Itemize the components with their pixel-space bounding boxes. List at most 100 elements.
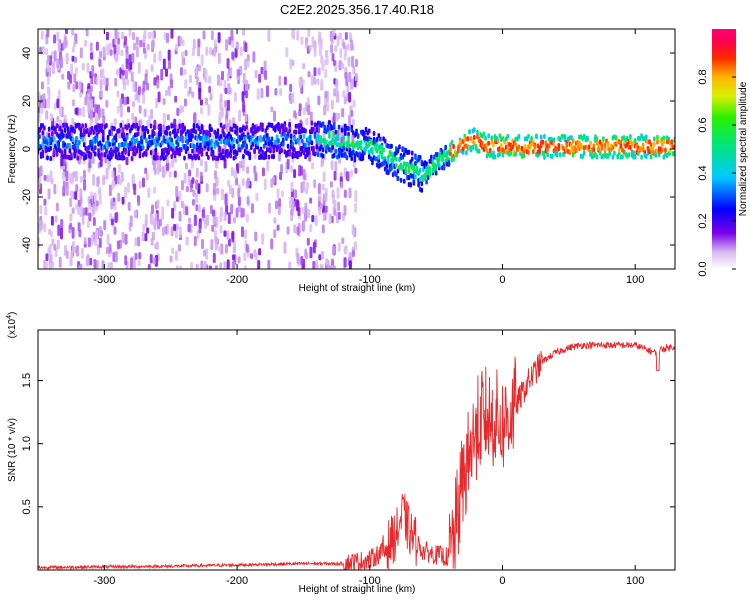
spectrogram-ridge-cell (105, 148, 108, 154)
spectrogram-ridge-cell (309, 134, 312, 140)
spectrogram-noise-cell (57, 42, 61, 53)
spectrogram-noise-cell (79, 175, 83, 183)
spectrogram-noise-cell (45, 48, 49, 56)
spectrogram-noise-cell (134, 116, 138, 124)
spectrogram-ridge-cell (471, 144, 475, 150)
spectrogram-noise-cell (200, 54, 204, 66)
spectrogram-ridge-cell (127, 123, 131, 129)
spectrogram-noise-cell (317, 67, 321, 76)
spectrogram-ridge-cell (89, 151, 92, 157)
spectrogram-noise-cell (65, 52, 69, 65)
spectrogram-noise-cell (330, 44, 334, 54)
spectrogram-ridge-cell (592, 143, 596, 149)
spectrogram-ridge-cell (47, 126, 51, 132)
spectrogram-noise-cell (252, 51, 256, 63)
spectrogram-noise-cell (69, 213, 73, 222)
spectrogram-ridge-cell (664, 147, 667, 153)
spectrogram-noise-cell (148, 115, 152, 126)
spectrogram-ridge-cell (216, 128, 220, 134)
spectrogram-noise-cell (188, 86, 192, 95)
spectrogram-ridge-cell (195, 142, 199, 148)
spectrogram-noise-cell (324, 69, 328, 79)
spectrogram-ridge-cell (498, 133, 502, 139)
spectrogram-noise-cell (233, 241, 237, 249)
spectrogram-ridge-cell (586, 135, 589, 141)
spectrogram-ridge-cell (359, 145, 363, 151)
spectrogram-noise-cell (224, 263, 228, 269)
spectrogram-noise-cell (242, 29, 246, 36)
spectrogram-noise-cell (306, 208, 310, 219)
spectrogram-noise-cell (87, 101, 91, 114)
spectrogram-noise-cell (50, 178, 54, 185)
spectrogram-noise-cell (223, 230, 227, 237)
spectrogram-ridge-cell (108, 129, 111, 135)
spectrogram-ridge-cell (302, 133, 306, 139)
spectrogram-noise-cell (341, 237, 345, 244)
spectrogram-noise-cell (47, 188, 51, 200)
spectrogram-noise-cell (261, 233, 265, 245)
spectrogram-noise-cell (175, 265, 179, 269)
spectrogram-noise-cell (242, 164, 246, 172)
spectrogram-ridge-cell (277, 138, 280, 144)
spectrogram-noise-cell (49, 253, 53, 264)
spectrogram-noise-cell (241, 178, 245, 186)
spectrogram-noise-cell (133, 210, 137, 219)
spectrogram-noise-cell (127, 201, 131, 211)
spectrogram-noise-cell (132, 32, 136, 41)
spectrogram-ridge-cell (207, 155, 210, 161)
spectrogram-noise-cell (348, 91, 352, 103)
spectrogram-noise-cell (272, 176, 276, 184)
spectrogram-noise-cell (210, 30, 214, 41)
spectrogram-noise-cell (243, 252, 247, 262)
snr-x-tick-label: -100 (359, 575, 381, 587)
spectrogram-noise-cell (115, 211, 119, 222)
spectrogram-noise-cell (149, 253, 153, 264)
spectrogram-ridge-cell (275, 134, 279, 140)
spectrogram-noise-cell (150, 215, 154, 226)
spectrogram-noise-cell (43, 174, 47, 181)
spectrogram-noise-cell (142, 47, 146, 54)
spectrogram-noise-cell (329, 181, 333, 188)
spectrogram-noise-cell (218, 111, 222, 121)
spectrogram-noise-cell (74, 67, 78, 74)
spectrogram-noise-cell (121, 196, 125, 205)
spectrogram-ridge-cell (328, 131, 331, 137)
spectrogram-noise-cell (81, 213, 85, 225)
spectrogram-ridge-cell (442, 165, 446, 171)
spectrogram-y-tick-label: 0 (21, 146, 33, 152)
spectrogram-ridge-cell (261, 126, 264, 132)
spectrogram-ridge-cell (82, 142, 86, 148)
snr-x-label: Height of straight line (km) (299, 584, 416, 595)
spectrogram-ridge-cell (262, 143, 266, 149)
spectrogram-noise-cell (192, 198, 196, 206)
spectrogram-noise-cell (312, 76, 316, 85)
spectrogram-ridge-cell (154, 147, 158, 153)
spectrogram-ridge-cell (178, 151, 182, 157)
spectrogram-ridge-cell (649, 142, 653, 148)
snr-frame (37, 329, 676, 571)
spectrogram-ridge-cell (291, 141, 295, 147)
spectrogram-ridge-cell (114, 133, 118, 139)
spectrogram-ridge-cell (106, 134, 110, 140)
spectrogram-noise-cell (341, 63, 345, 70)
spectrogram-noise-cell (156, 79, 160, 89)
spectrogram-noise-cell (283, 241, 287, 254)
spectrogram-noise-cell (56, 98, 60, 109)
spectrogram-ridge-cell (232, 137, 236, 143)
spectrogram-noise-cell (56, 115, 60, 123)
spectrogram-noise-cell (101, 108, 105, 118)
spectrogram-noise-cell (332, 59, 336, 67)
spectrogram-ridge-cell (547, 143, 551, 149)
spectrogram-ridge-cell (159, 123, 162, 129)
spectrogram-noise-cell (179, 36, 183, 45)
spectrogram-ridge-cell (543, 154, 546, 160)
spectrogram-noise-cell (98, 189, 102, 199)
spectrogram-noise-cell (209, 93, 213, 101)
spectrogram-noise-cell (330, 34, 334, 45)
spectrogram-noise-cell (211, 209, 215, 217)
spectrogram-noise-cell (138, 252, 142, 260)
spectrogram-ridge-cell (434, 170, 438, 176)
spectrogram-ridge-cell (371, 146, 374, 152)
spectrogram-noise-cell (72, 41, 76, 48)
spectrogram-noise-cell (307, 104, 311, 116)
